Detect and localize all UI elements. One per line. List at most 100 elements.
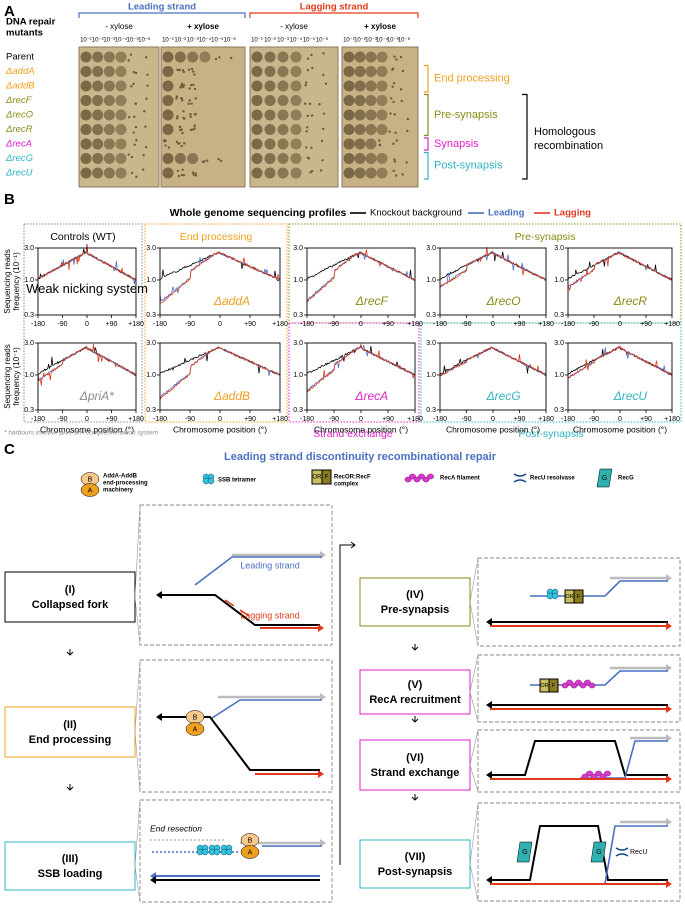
x-tick-label: -180 (561, 416, 575, 423)
colony-spot (162, 95, 174, 106)
colony-spot (264, 153, 276, 164)
colony-spot (80, 80, 92, 92)
colony-spot (354, 124, 366, 135)
colony-spot (365, 153, 377, 164)
step-name: SSB loading (38, 868, 103, 880)
colony (130, 155, 134, 159)
row-header: mutants (6, 28, 43, 39)
colony-spot (354, 95, 366, 106)
colony-spot (103, 95, 115, 106)
strand-bracket (249, 12, 419, 18)
x-tick-label: 0 (218, 321, 222, 328)
plot-label: ΔaddB (213, 389, 250, 403)
colony-spot (92, 138, 104, 150)
connector (469, 654, 479, 693)
colony (389, 112, 392, 115)
colony (399, 88, 403, 91)
colony (320, 139, 324, 143)
colony-spot (103, 153, 115, 164)
mutant-name: ΔaddA (5, 66, 35, 77)
colony-spot (251, 95, 263, 106)
icon (80, 483, 100, 497)
colony-spot (103, 124, 115, 135)
x-tick-label: +90 (640, 321, 652, 328)
legend-label: complex (334, 482, 359, 488)
x-tick-label: -90 (57, 416, 67, 423)
x-tick-label: 0 (85, 321, 89, 328)
diagram-box (139, 659, 333, 793)
x-axis-label: Chromosome position (°) (40, 424, 134, 434)
y-tick-label: 0.3 (293, 407, 303, 414)
dilution-label: 10⁻⁴ (115, 37, 128, 44)
colony (305, 130, 308, 133)
colony (134, 71, 138, 75)
x-tick-label: -180 (300, 321, 314, 328)
x-tick-label: +90 (382, 321, 394, 328)
dilution-label: 10⁻⁶ (398, 37, 411, 44)
x-tick-label: +90 (244, 416, 256, 423)
colony-spot (251, 138, 263, 150)
y-tick-label: 3.0 (293, 340, 303, 347)
colony (401, 69, 405, 73)
colony-spot (115, 109, 127, 121)
connector (134, 865, 141, 903)
colony (391, 68, 394, 71)
colony-spot (103, 109, 115, 121)
y-tick-label: 0.3 (554, 312, 564, 319)
y-tick-label: 3.0 (24, 245, 34, 252)
profile-leading (439, 251, 547, 288)
y-tick-label: 0.3 (293, 312, 303, 319)
step-numeral: (VII) (405, 851, 426, 863)
legend-label: AddA-AddB (103, 474, 138, 480)
colony (311, 66, 314, 70)
strand (239, 609, 250, 617)
colony-spot (264, 95, 276, 106)
x-tick-label: 0 (618, 416, 622, 423)
dilution-label: 10⁻⁴ (290, 37, 303, 44)
colony-spot (174, 51, 186, 63)
ssb (225, 848, 233, 856)
colony-spot (376, 95, 388, 106)
x-tick-label: -90 (185, 416, 195, 423)
x-tick-label: -180 (153, 416, 167, 423)
mutant-name: ΔrecF (5, 95, 33, 106)
colony (175, 97, 178, 100)
colony-spot (80, 153, 92, 164)
legend-label: Knockout background (370, 208, 462, 219)
dilution-label: 10⁻⁶ (316, 37, 329, 44)
y-tick-label: 0.3 (24, 407, 34, 414)
panel-label: C (4, 441, 15, 458)
ssb (207, 477, 215, 485)
step-name: RecA recruitment (369, 694, 461, 706)
plot-frame (567, 247, 673, 316)
dilution-label: 10⁻⁵ (303, 37, 316, 44)
colony-spot (103, 138, 115, 150)
colony-spot (187, 51, 199, 63)
colony-spot (115, 167, 127, 179)
colony (127, 153, 130, 156)
profile-leading (306, 344, 416, 392)
plot-label: ΔrecR (613, 294, 648, 308)
colony-spot (290, 95, 302, 106)
group-title: Strand exchange (313, 428, 393, 440)
connector (469, 601, 479, 647)
panel-label: A (4, 3, 15, 20)
colony-spot (162, 51, 174, 63)
x-tick-label: 0 (491, 416, 495, 423)
x-tick-label: -90 (461, 321, 471, 328)
colony-spot (115, 153, 127, 164)
step-box (359, 669, 471, 715)
diagram-box (139, 799, 333, 903)
step-arrow (411, 794, 419, 801)
colony-spot (277, 109, 289, 121)
colony (322, 73, 325, 77)
colony (392, 81, 396, 85)
y-tick-label: 3.0 (426, 245, 436, 252)
mutant-name: ΔrecU (5, 168, 33, 179)
colony-spot (162, 80, 174, 92)
colony (219, 159, 223, 163)
strand-bracket (78, 12, 246, 18)
colony (389, 97, 393, 100)
colony (193, 73, 196, 76)
